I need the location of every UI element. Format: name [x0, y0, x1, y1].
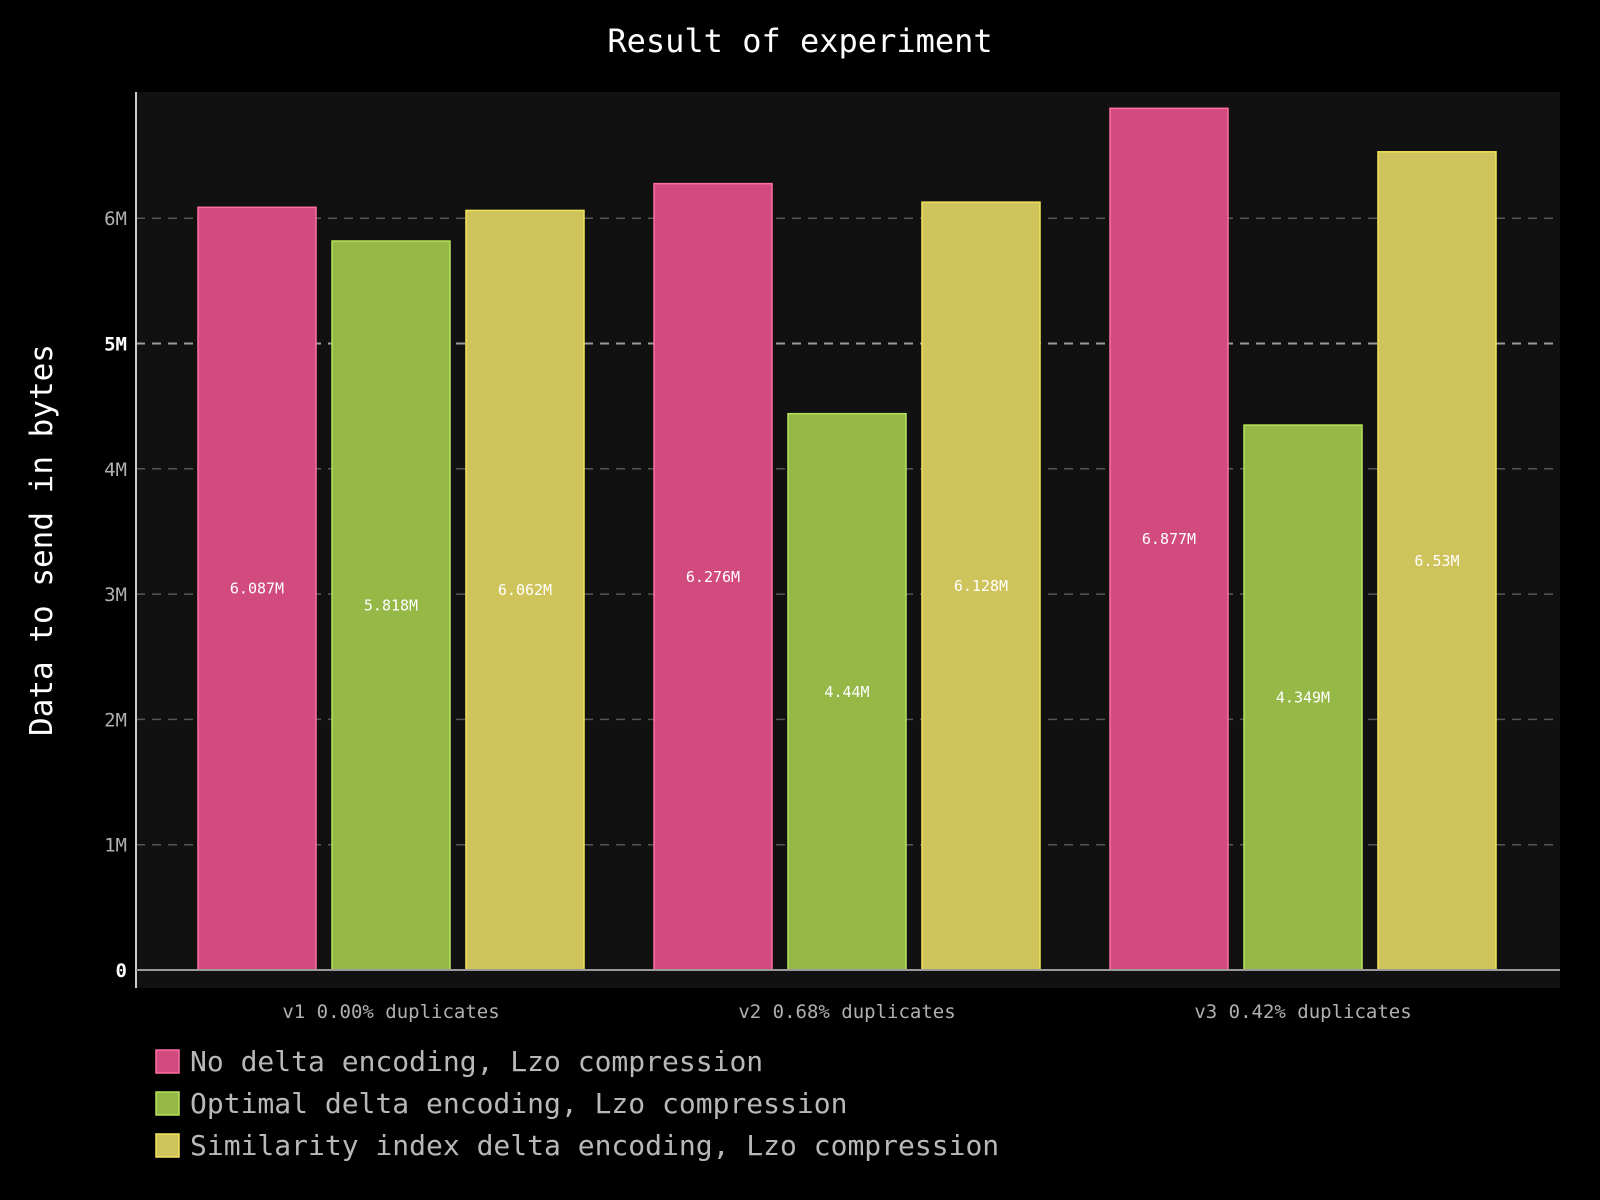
y-tick-label: 3M	[104, 584, 127, 606]
bar-value-label: 6.087M	[230, 580, 284, 598]
y-tick-label: 6M	[104, 208, 127, 230]
legend-label-1: No delta encoding, Lzo compression	[190, 1045, 763, 1078]
bar-value-label: 4.44M	[824, 683, 869, 701]
y-tick-label: 4M	[104, 459, 127, 481]
bar-value-label: 5.818M	[364, 597, 418, 615]
legend: No delta encoding, Lzo compression Optima…	[155, 1045, 999, 1162]
x-tick-label: v1 0.00% duplicates	[282, 1001, 499, 1023]
y-tick-label: 5M	[104, 334, 127, 356]
bar-series-1-category-2	[653, 182, 773, 971]
y-tick-label: 0	[116, 960, 127, 982]
bars: 6.087M 6.276M 6.877M 5.818M 4.44M 4.349M 6.062…	[197, 107, 1497, 971]
axes	[135, 92, 1560, 988]
bar-series-3-category-3	[1377, 151, 1497, 971]
bar-value-label: 6.53M	[1414, 552, 1459, 570]
x-tick-label: v2 0.68% duplicates	[738, 1001, 955, 1023]
bar-value-label: 6.062M	[498, 581, 552, 599]
bar-series-2-category-1	[331, 240, 451, 971]
bar-value-label: 6.128M	[954, 577, 1008, 595]
bar-series-2-category-3	[1243, 424, 1363, 971]
x-tick-label: v3 0.42% duplicates	[1194, 1001, 1411, 1023]
y-tick-label: 1M	[104, 835, 127, 857]
bar-value-label: 6.276M	[686, 568, 740, 586]
tick-labels: 0 1M 2M 3M 4M 5M 6M v1 0.00% duplicates v2 0.68%…	[104, 208, 1412, 1023]
bar-value-label: 6.877M	[1142, 530, 1196, 548]
legend-swatch-1	[155, 1049, 180, 1074]
bar-series-3-category-1	[465, 209, 585, 971]
y-axis-label: Data to send in bytes	[24, 344, 60, 736]
legend-swatch-3	[155, 1133, 180, 1158]
bar-value-label: 4.349M	[1276, 689, 1330, 707]
chart-title: Result of experiment	[607, 22, 992, 60]
bar-series-3-category-2	[921, 201, 1041, 971]
y-tick-label: 2M	[104, 709, 127, 731]
legend-label-3: Similarity index delta encoding, Lzo com…	[190, 1129, 999, 1162]
bar-series-1-category-1	[197, 206, 317, 971]
legend-swatch-2	[155, 1091, 180, 1116]
legend-label-2: Optimal delta encoding, Lzo compression	[190, 1087, 847, 1120]
bar-series-2-category-2	[787, 412, 907, 971]
